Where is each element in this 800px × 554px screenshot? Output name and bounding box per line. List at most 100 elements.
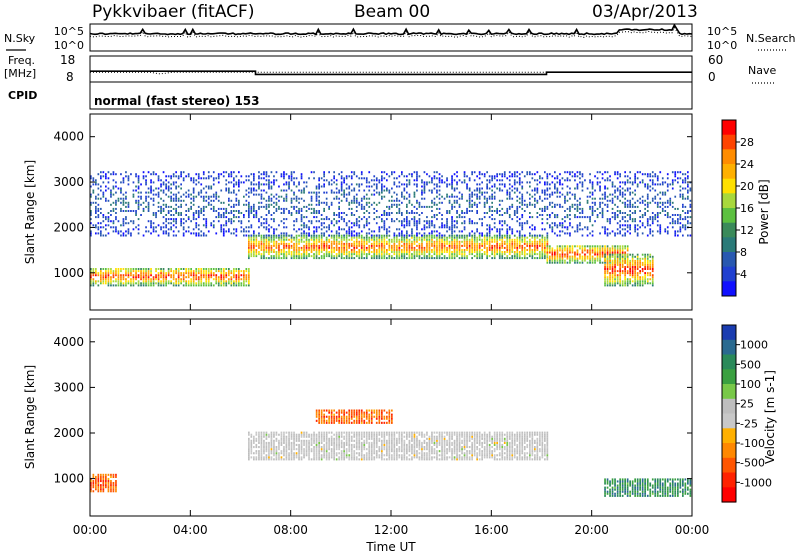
echo-cell [157, 268, 160, 270]
echo-cell [421, 242, 423, 245]
echo-cell [418, 222, 421, 225]
echo-cell [303, 199, 305, 202]
echo-cell [584, 179, 586, 182]
echo-cell [378, 201, 381, 204]
echo-cell [629, 210, 631, 212]
echo-cell [393, 251, 396, 253]
echo-cell [273, 218, 275, 221]
echo-cell [614, 245, 616, 248]
echo-cell [350, 207, 353, 210]
echo-cell [609, 247, 611, 250]
echo-cell [268, 253, 270, 256]
echo-cell [521, 244, 524, 247]
echo-cell [614, 278, 616, 281]
echo-cell [303, 230, 305, 233]
echo-cell [433, 214, 436, 216]
echo-cell [245, 203, 248, 206]
echo-cell [190, 274, 192, 277]
echo-cell [418, 218, 421, 221]
echo-cell [664, 214, 667, 216]
echo-cell [248, 195, 250, 198]
echo-cell [478, 244, 481, 247]
echo-cell [646, 234, 649, 237]
echo-cell [243, 280, 245, 283]
echo-cell [539, 238, 541, 241]
echo-cell [180, 278, 182, 281]
echo-cell [333, 238, 335, 241]
echo-cell [624, 259, 626, 262]
echo-cell [378, 179, 381, 182]
echo-cell [122, 274, 125, 277]
echo-cell [629, 226, 631, 229]
echo-cell [280, 207, 283, 210]
echo-cell [122, 282, 125, 285]
echo-cell [473, 255, 476, 258]
echo-cell [381, 175, 383, 178]
echo-cell [639, 216, 641, 219]
echo-cell [473, 193, 476, 196]
echo-cell [616, 245, 619, 248]
echo-cell [253, 253, 255, 256]
echo-cell [298, 238, 300, 241]
echo-cell [614, 234, 616, 237]
echo-cell [561, 226, 564, 229]
echo-cell [566, 171, 569, 174]
echo-cell [107, 276, 110, 279]
echo-cell [561, 249, 564, 252]
echo-cell [303, 224, 305, 227]
echo-cell [566, 253, 569, 256]
echo-cell [90, 234, 92, 237]
echo-cell [531, 228, 534, 231]
echo-cell [250, 251, 253, 253]
echo-cell [212, 193, 215, 196]
echo-cell [285, 244, 288, 247]
echo-cell [207, 274, 210, 277]
echo-cell [616, 205, 619, 208]
echo-cell [534, 240, 536, 243]
echo-cell [441, 253, 443, 256]
echo-cell [466, 255, 468, 258]
echo-cell [661, 191, 664, 194]
echo-cell [202, 205, 205, 208]
echo-cell [621, 247, 624, 250]
echo-cell [599, 253, 601, 256]
echo-cell [180, 280, 182, 283]
echo-cell [363, 216, 366, 219]
echo-cell [345, 230, 348, 233]
echo-cell [300, 234, 303, 237]
echo-cell [456, 226, 458, 229]
echo-cell [609, 284, 611, 287]
echo-cell [478, 251, 481, 253]
echo-cell [601, 216, 604, 219]
echo-cell [140, 195, 142, 198]
echo-cell [393, 253, 396, 256]
echo-cell [534, 253, 536, 256]
echo-cell [626, 220, 629, 223]
echo-cell [564, 210, 566, 212]
echo-cell [426, 251, 428, 253]
echo-cell [669, 199, 672, 202]
echo-cell [491, 197, 493, 200]
echo-cell [233, 270, 235, 273]
echo-cell [659, 230, 662, 233]
echo-cell [120, 187, 122, 190]
echo-cell [147, 270, 150, 273]
echo-cell [253, 210, 255, 212]
echo-cell [453, 220, 456, 223]
echo-cell [571, 175, 574, 178]
echo-cell [644, 282, 646, 285]
echo-cell [172, 214, 175, 216]
echo-cell [631, 191, 634, 194]
echo-cell [403, 240, 406, 243]
echo-cell [185, 280, 187, 283]
echo-cell [92, 191, 95, 194]
echo-cell [192, 189, 195, 192]
echo-cell [340, 212, 343, 214]
echo-cell [604, 197, 606, 200]
echo-cell [423, 249, 426, 251]
echo-cell [258, 207, 260, 210]
echo-cell [383, 224, 386, 227]
echo-cell [521, 201, 524, 204]
echo-cell [315, 199, 318, 202]
echo-cell [328, 224, 330, 227]
